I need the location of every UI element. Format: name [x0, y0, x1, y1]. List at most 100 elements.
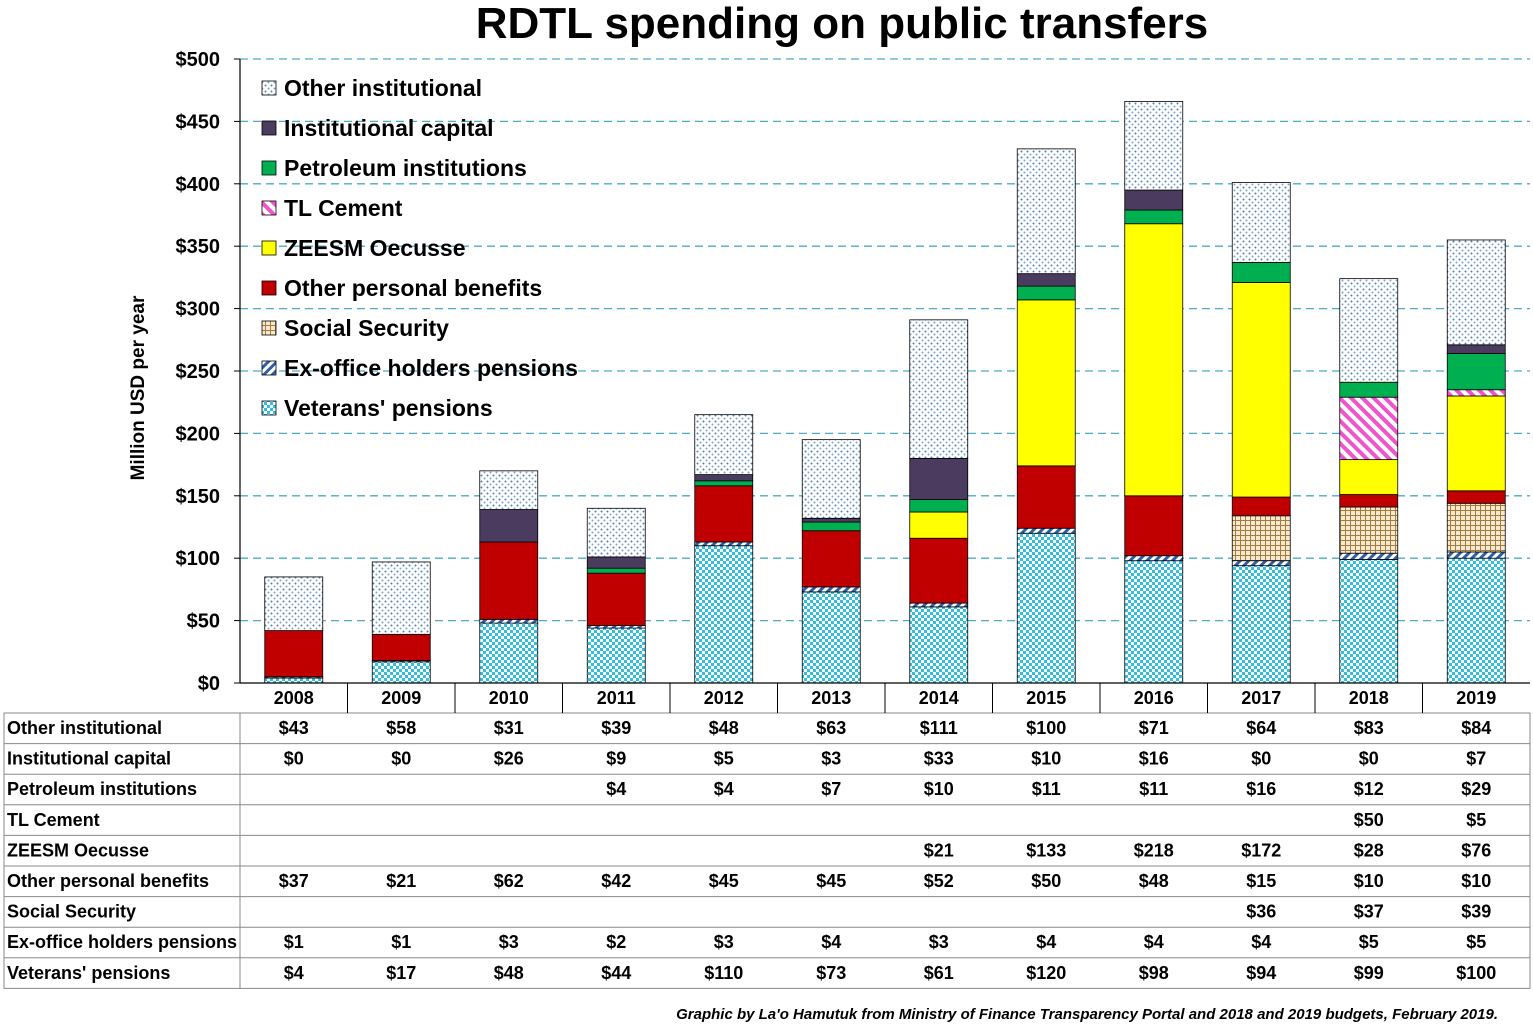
table-cell: $15: [1246, 871, 1276, 891]
x-tick-label: 2015: [1026, 688, 1066, 708]
bar-zeesm-oecusse-2015: [1016, 299, 1076, 467]
x-tick-label: 2010: [489, 688, 529, 708]
table-cell: $100: [1456, 963, 1496, 983]
table-cell: $1: [391, 932, 411, 952]
table-row-social-security: Social Security $36 $37 $39: [7, 902, 1491, 922]
table-cell: $7: [1466, 749, 1486, 769]
table-cell: $44: [601, 963, 631, 983]
bar-other-institutional-2017: [1231, 182, 1291, 263]
table-cell: $0: [284, 749, 304, 769]
legend-label: TL Cement: [284, 195, 403, 221]
legend-swatch: [261, 360, 277, 376]
x-tick-label: 2008: [274, 688, 314, 708]
bar-stack-2016: [1124, 101, 1184, 684]
table-cell: $10: [1461, 871, 1491, 891]
legend-label: Other institutional: [284, 75, 482, 101]
y-tick-label: $150: [176, 486, 221, 508]
bars: [264, 101, 1506, 684]
table-cell: $99: [1354, 963, 1384, 983]
bar-veterans-pensions-2010: [479, 622, 539, 684]
legend-item-other-institutional: Other institutional: [261, 75, 482, 101]
bar-other-institutional-2009: [371, 561, 431, 635]
bar-veterans-pensions-2019: [1446, 557, 1506, 684]
x-tick-label: 2017: [1241, 688, 1281, 708]
bar-zeesm-oecusse-2017: [1231, 281, 1291, 498]
table-cell: $10: [1031, 749, 1061, 769]
table-cell: $63: [816, 718, 846, 738]
y-tick-label: $100: [176, 548, 221, 570]
bar-other-institutional-2008: [264, 576, 324, 631]
bar-other-personal-benefits-2017: [1231, 496, 1291, 517]
bar-other-personal-benefits-2019: [1446, 490, 1506, 504]
table-border: [3, 712, 1531, 989]
bar-institutional-capital-2016: [1124, 189, 1184, 211]
table-cell: $3: [714, 932, 734, 952]
table-cell: $50: [1354, 810, 1384, 830]
bar-other-institutional-2015: [1016, 148, 1076, 275]
table-cell: $21: [924, 840, 954, 860]
table-cell: $76: [1461, 840, 1491, 860]
bar-institutional-capital-2015: [1016, 273, 1076, 287]
table-cell: $64: [1246, 718, 1276, 738]
table-cell: $83: [1354, 718, 1384, 738]
y-tick-label: $250: [176, 361, 221, 383]
legend-swatch: [261, 280, 277, 296]
data-table: Other institutional $43 $58 $31 $39 $48 $63 $11…: [3, 683, 1531, 989]
table-cell: $45: [816, 871, 846, 891]
y-tick-label: $50: [187, 611, 220, 633]
table-cell: $73: [816, 963, 846, 983]
bar-ex-office-holders-pensions-2015: [1016, 527, 1076, 534]
bar-tl-cement-2019: [1446, 389, 1506, 397]
legend-label: Social Security: [284, 315, 449, 341]
bar-petroleum-institutions-2016: [1124, 209, 1184, 225]
table-cell: $43: [279, 718, 309, 738]
y-tick-label: $400: [176, 174, 221, 196]
y-tick-label: $300: [176, 299, 221, 321]
bar-veterans-pensions-2013: [801, 591, 861, 684]
table-row-label: Social Security: [7, 902, 136, 922]
bar-petroleum-institutions-2019: [1446, 353, 1506, 391]
legend-label: Petroleum institutions: [284, 155, 527, 181]
table-cell: $5: [1466, 810, 1486, 830]
bar-zeesm-oecusse-2014: [909, 511, 969, 539]
legend-label: Veterans' pensions: [284, 395, 493, 421]
table-cell: $36: [1246, 902, 1276, 922]
x-tick-label: 2019: [1456, 688, 1496, 708]
table-cell: $42: [601, 871, 631, 891]
bar-other-institutional-2012: [694, 414, 754, 475]
table-cell: $16: [1246, 779, 1276, 799]
bar-institutional-capital-2013: [801, 517, 861, 523]
bar-veterans-pensions-2012: [694, 545, 754, 684]
x-tick-label: 2014: [919, 688, 959, 708]
table-cell: $62: [494, 871, 524, 891]
table-cell: $172: [1241, 840, 1281, 860]
bar-stack-2013: [801, 439, 861, 684]
bar-stack-2010: [479, 470, 539, 684]
bar-ex-office-holders-pensions-2013: [801, 586, 861, 593]
table-row-tl-cement: TL Cement $50 $5: [7, 810, 1486, 830]
legend-label: Other personal benefits: [284, 275, 542, 301]
y-axis-ticks: $0 $50 $100 $150 $200 $250 $300 $350 $400 $450 $50…: [176, 49, 240, 695]
bar-tl-cement-2018: [1339, 396, 1399, 461]
table-row-label: TL Cement: [7, 810, 100, 830]
bar-stack-2017: [1231, 182, 1291, 684]
table-cell: $48: [1139, 871, 1169, 891]
bar-veterans-pensions-2011: [586, 627, 646, 684]
legend-item-petroleum-institutions: Petroleum institutions: [261, 155, 527, 181]
table-cell: $12: [1354, 779, 1384, 799]
bar-veterans-pensions-2014: [909, 606, 969, 684]
legend-item-tl-cement: TL Cement: [261, 195, 403, 221]
bar-stack-2018: [1339, 278, 1399, 684]
table-cell: $94: [1246, 963, 1276, 983]
table-cell: $1: [284, 932, 304, 952]
bar-other-institutional-2016: [1124, 101, 1184, 191]
bar-institutional-capital-2014: [909, 457, 969, 500]
table-cell: $52: [924, 871, 954, 891]
x-tick-label: 2018: [1349, 688, 1389, 708]
table-cell: $37: [1354, 902, 1384, 922]
table-cell: $3: [929, 932, 949, 952]
bar-veterans-pensions-2009: [371, 661, 431, 684]
y-tick-label: $500: [176, 49, 221, 71]
bar-other-personal-benefits-2009: [371, 633, 431, 661]
table-cell: $0: [391, 749, 411, 769]
